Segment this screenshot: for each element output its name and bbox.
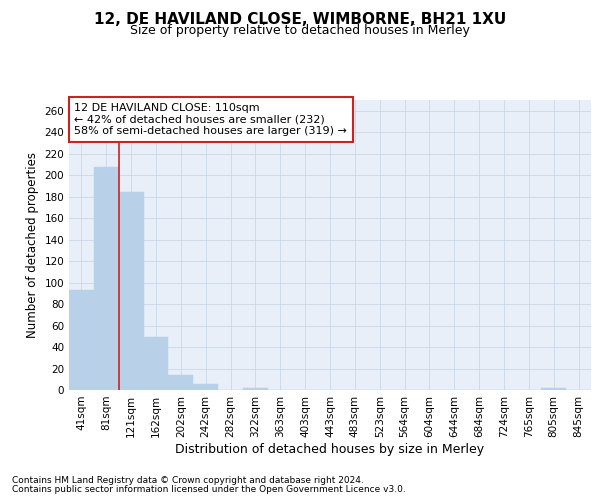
- Text: 12 DE HAVILAND CLOSE: 110sqm
← 42% of detached houses are smaller (232)
58% of s: 12 DE HAVILAND CLOSE: 110sqm ← 42% of de…: [74, 103, 347, 136]
- Text: Contains public sector information licensed under the Open Government Licence v3: Contains public sector information licen…: [12, 485, 406, 494]
- Text: Size of property relative to detached houses in Merley: Size of property relative to detached ho…: [130, 24, 470, 37]
- Bar: [169, 375, 193, 390]
- Text: Contains HM Land Registry data © Crown copyright and database right 2024.: Contains HM Land Registry data © Crown c…: [12, 476, 364, 485]
- Bar: [193, 384, 218, 390]
- X-axis label: Distribution of detached houses by size in Merley: Distribution of detached houses by size …: [175, 442, 485, 456]
- Bar: [541, 388, 566, 390]
- Bar: [119, 192, 143, 390]
- Bar: [143, 338, 169, 390]
- Bar: [243, 388, 268, 390]
- Y-axis label: Number of detached properties: Number of detached properties: [26, 152, 39, 338]
- Text: 12, DE HAVILAND CLOSE, WIMBORNE, BH21 1XU: 12, DE HAVILAND CLOSE, WIMBORNE, BH21 1X…: [94, 12, 506, 28]
- Bar: [94, 166, 119, 390]
- Bar: [69, 290, 94, 390]
